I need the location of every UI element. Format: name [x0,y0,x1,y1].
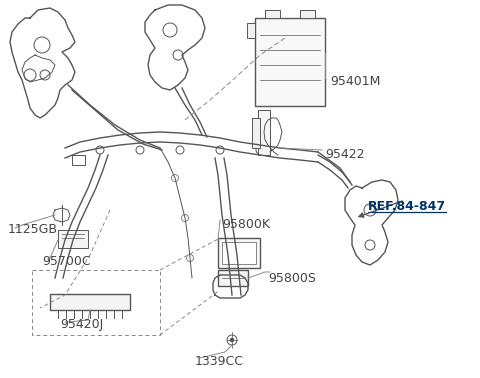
Circle shape [230,338,234,342]
Bar [50,294,130,310]
Text: 1339CC: 1339CC [195,355,244,368]
Text: REF.84-847: REF.84-847 [368,200,446,213]
Text: 95700C: 95700C [42,255,91,268]
Bar [58,230,88,248]
Text: 95422: 95422 [325,148,364,161]
Text: 95800K: 95800K [222,218,270,231]
Bar [247,23,255,38]
Bar [252,118,260,148]
Text: 95420J: 95420J [60,318,103,331]
Text: 95401M: 95401M [330,75,380,88]
Bar [218,270,248,286]
Text: 1125GB: 1125GB [8,223,58,236]
Bar [258,110,270,155]
Bar [265,10,280,18]
Text: 95800S: 95800S [268,272,316,285]
Bar [218,238,260,268]
Bar [300,10,315,18]
Bar [222,242,256,264]
Bar [255,18,325,106]
